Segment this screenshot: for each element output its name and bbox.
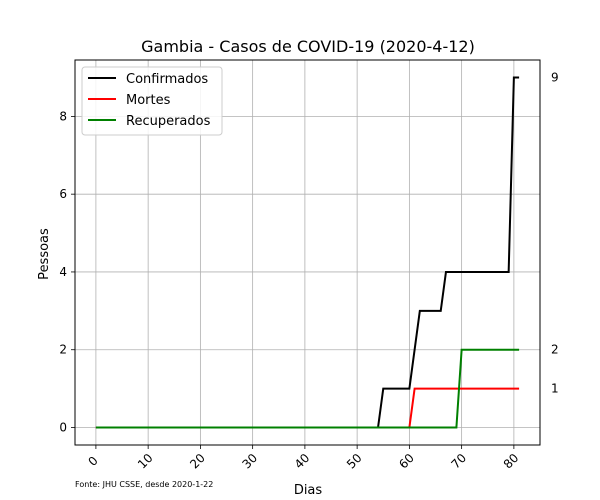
y-tick-label: 2 [59,343,67,357]
y-tick-label: 6 [59,187,67,201]
y-tick-label: 8 [59,109,67,123]
grid [75,60,540,445]
end-label-recuperados: 2 [551,343,559,357]
x-tick-label: 50 [344,451,365,472]
source-note: Fonte: JHU CSSE, desde 2020-1-22 [75,480,213,489]
axes-frame [74,59,541,446]
legend-box [81,66,223,136]
legend: Confirmados Mortes Recuperados [81,66,223,136]
y-axis-label: Pessoas [37,228,52,280]
x-tick-label: 20 [187,451,208,472]
legend-entry: Mortes [126,93,171,108]
x-axis-ticks: 0 10 20 30 40 50 60 70 80 [85,445,521,472]
x-tick-label: 10 [135,451,156,472]
y-axis-ticks: 0 2 4 6 8 [59,109,75,435]
series-line-recuperados [95,348,520,429]
x-tick-label: 30 [239,451,260,472]
x-tick-label: 70 [448,451,469,472]
series-line-mortes [95,387,520,429]
legend-entry: Confirmados [126,72,208,87]
series-lines [95,76,520,429]
end-label-confirmados: 9 [551,71,559,85]
end-label-mortes: 1 [551,382,559,396]
x-tick-label: 0 [85,454,100,469]
y-tick-label: 0 [59,421,67,435]
x-tick-label: 80 [501,451,522,472]
y-tick-label: 4 [59,265,67,279]
series-line-confirmados [95,76,520,429]
end-labels: 9 1 2 [551,71,559,396]
legend-entry: Recuperados [126,114,211,129]
chart-title: Gambia - Casos de COVID-19 (2020-4-12) [141,37,475,56]
x-tick-label: 60 [396,451,417,472]
x-axis-label: Dias [294,483,323,498]
x-tick-label: 40 [292,451,313,472]
